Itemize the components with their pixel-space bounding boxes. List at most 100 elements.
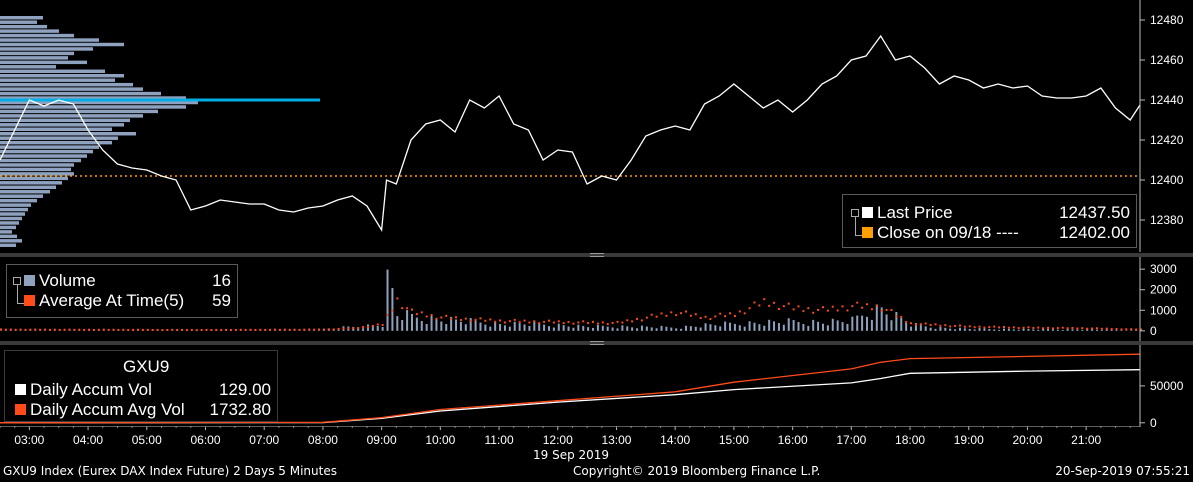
volume-bar — [782, 324, 785, 331]
average-dot — [596, 322, 599, 325]
average-dot — [34, 328, 37, 331]
volume-bar — [430, 315, 433, 331]
average-dot — [660, 312, 663, 315]
volume-bar — [812, 319, 815, 331]
volume-value: 16 — [212, 271, 231, 290]
volume-bar — [910, 326, 913, 331]
average-dot — [63, 328, 66, 331]
volume-bar — [1037, 329, 1040, 331]
volume-profile-bar — [0, 16, 43, 20]
accum-tick-label: 50000 — [1150, 379, 1184, 393]
last-price-label: Last Price — [877, 203, 953, 222]
average-dot — [117, 328, 120, 331]
collapse-icon[interactable] — [851, 209, 859, 217]
volume-profile-bar — [0, 33, 74, 38]
close-value: 12402.00 — [1059, 223, 1130, 242]
average-dot — [9, 328, 12, 331]
average-dot — [396, 297, 399, 300]
average-dot — [1066, 327, 1069, 330]
volume-bar — [733, 323, 736, 331]
average-dot — [802, 310, 805, 313]
volume-bar — [1091, 329, 1094, 331]
average-dot — [518, 320, 521, 323]
volume-bar — [841, 322, 844, 331]
time-tick-label: 11:00 — [484, 433, 513, 447]
close-swatch — [862, 227, 873, 238]
accum-avg-label: Daily Accum Avg Vol — [30, 400, 185, 419]
average-dot — [322, 328, 325, 331]
average-dot — [787, 302, 790, 305]
volume-bar — [773, 321, 776, 331]
average-dot — [1076, 327, 1079, 330]
volume-bar — [538, 322, 541, 331]
average-dot — [836, 309, 839, 312]
average-dot — [1032, 326, 1035, 329]
volume-label: Volume — [39, 271, 96, 290]
date-label: 19 Sep 2019 — [533, 448, 610, 462]
price-tick-label: 12420 — [1150, 133, 1184, 147]
volume-swatch — [24, 275, 35, 286]
average-dot — [415, 313, 418, 316]
average-dot — [880, 309, 883, 312]
average-dot — [366, 326, 369, 329]
volume-bar — [640, 325, 643, 331]
collapse-icon[interactable] — [13, 277, 21, 285]
average-dot — [24, 328, 27, 331]
volume-bar — [1130, 330, 1133, 331]
average-dot — [83, 328, 86, 331]
volume-bar — [993, 329, 996, 331]
average-dot — [1071, 326, 1074, 329]
volume-bar — [978, 328, 981, 331]
average-dot — [190, 328, 193, 331]
volume-bar — [1061, 329, 1064, 331]
time-tick-label: 05:00 — [132, 433, 162, 447]
average-dot — [1037, 326, 1040, 329]
volume-bar — [1086, 328, 1089, 331]
volume-profile-bar — [0, 65, 56, 69]
close-label: Close on 09/18 ---- — [877, 223, 1019, 242]
time-axis: 03:00 04:00 05:00 06:00 07:00 08:00 09:00 10:00… — [0, 426, 1140, 447]
average-dot — [406, 307, 409, 310]
volume-bar — [1081, 329, 1084, 331]
volume-bar — [616, 328, 619, 331]
average-dot — [861, 306, 864, 309]
average-dot — [694, 313, 697, 316]
volume-bar — [1056, 329, 1059, 331]
average-dot — [141, 328, 144, 331]
volume-bar — [929, 327, 932, 331]
volume-bar — [1007, 328, 1010, 331]
resize-grip-icon[interactable] — [590, 253, 604, 257]
average-dot — [547, 319, 550, 322]
volume-bar — [513, 321, 516, 331]
panel-divider[interactable] — [0, 253, 1193, 257]
volume-profile-bar — [0, 225, 16, 230]
average-dot — [949, 325, 952, 328]
volume-bar — [954, 329, 957, 331]
average-dot — [577, 321, 580, 324]
average-dot — [278, 328, 281, 331]
volume-bar — [440, 321, 443, 331]
resize-grip-icon[interactable] — [590, 341, 604, 345]
average-dot — [841, 305, 844, 308]
average-dot — [1027, 326, 1030, 329]
volume-bar — [699, 327, 702, 331]
volume-bar — [450, 316, 453, 331]
volume-bar — [1105, 329, 1108, 331]
volume-profile-bar — [0, 167, 71, 172]
average-dot — [533, 320, 536, 323]
average-dot — [1120, 328, 1123, 331]
average-dot — [733, 315, 736, 318]
volume-bar — [376, 326, 379, 331]
average-dot — [318, 328, 321, 331]
last-price-value: 12437.50 — [1059, 203, 1130, 222]
volume-profile-bar — [0, 38, 99, 42]
volume-bar — [406, 310, 409, 331]
average-dot — [0, 328, 2, 331]
average-dot — [567, 320, 570, 323]
volume-legend: Volume 16 Average At Time(5) 59 — [6, 264, 238, 318]
volume-bar — [880, 307, 883, 331]
panel-divider[interactable] — [0, 341, 1193, 345]
volume-bar — [1115, 330, 1118, 331]
volume-bar — [797, 322, 800, 331]
average-dot — [342, 327, 345, 330]
